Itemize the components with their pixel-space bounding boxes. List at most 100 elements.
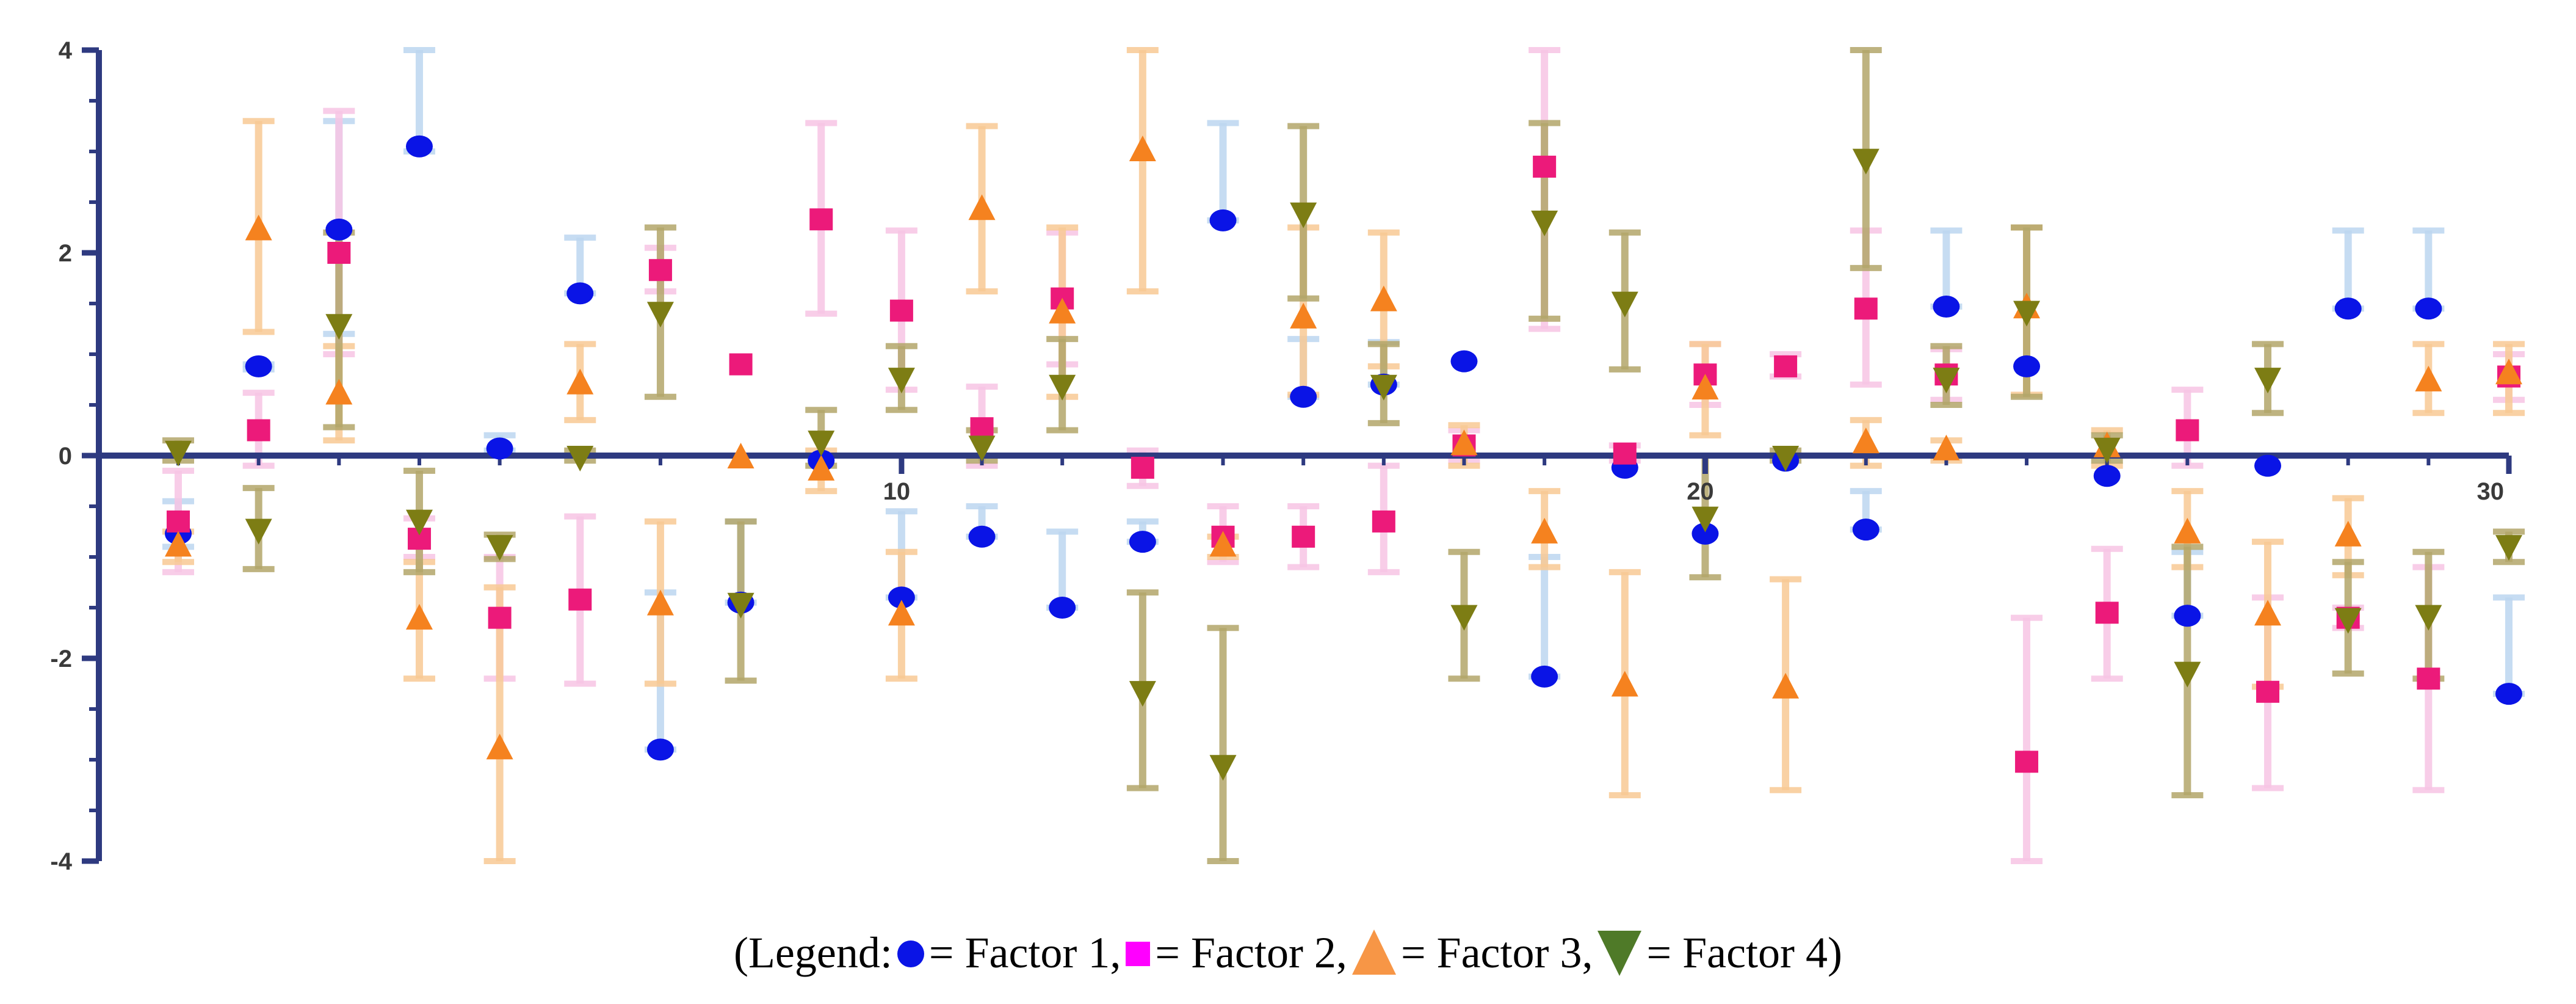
point-factor-3	[1370, 285, 1397, 311]
x-tick-label: 10	[883, 478, 911, 505]
point-factor-1	[968, 525, 996, 548]
point-factor-4	[1049, 374, 1076, 401]
point-factor-2	[2256, 680, 2280, 703]
legend-circle-icon	[897, 940, 924, 967]
point-factor-1	[1852, 518, 1880, 541]
point-factor-2	[2095, 602, 2119, 624]
point-factor-1	[486, 437, 513, 460]
point-factor-4	[1933, 368, 1960, 394]
point-factor-3	[325, 379, 353, 405]
y-tick-label: 4	[59, 37, 73, 64]
point-factor-3	[1691, 374, 1719, 400]
point-factor-4	[165, 440, 192, 467]
point-factor-2	[1613, 442, 1637, 465]
y-tick-label: -4	[50, 848, 72, 875]
point-factor-4	[2174, 661, 2201, 688]
point-factor-3	[1049, 297, 1076, 324]
tick-labels-layer: 420-2-410 20 30	[50, 37, 2504, 875]
point-factor-2	[970, 417, 994, 440]
point-factor-1	[1129, 531, 1156, 553]
legend-label-factor-3: = Factor 3,	[1400, 928, 1593, 977]
error-bar-factor-3	[483, 584, 516, 864]
point-factor-4	[1450, 605, 1478, 631]
point-factor-2	[2015, 751, 2039, 773]
point-factor-4	[405, 509, 433, 536]
point-factor-4	[2013, 300, 2041, 327]
point-factor-2	[247, 419, 270, 442]
legend-prefix: (Legend:	[733, 928, 892, 977]
error-bar-factor-1	[1207, 120, 1239, 224]
point-factor-4	[2415, 605, 2442, 631]
point-factor-2	[167, 510, 190, 533]
y-tick-label: 2	[59, 240, 72, 267]
point-factor-2	[2176, 419, 2199, 442]
point-factor-4	[245, 518, 272, 545]
x-tick-label: 20	[1687, 478, 1714, 505]
legend-triangle-down-icon	[1597, 931, 1642, 976]
point-factor-2	[889, 299, 913, 322]
point-factor-2	[729, 353, 753, 376]
y-tick-label: 0	[59, 443, 72, 470]
point-factor-2	[2417, 668, 2440, 690]
legend-triangle-up-icon	[1351, 929, 1396, 975]
markers-layer	[165, 135, 2522, 781]
point-factor-4	[646, 302, 674, 328]
point-factor-3	[2334, 520, 2362, 547]
point-factor-2	[1131, 456, 1154, 479]
point-factor-3	[2254, 600, 2282, 626]
error-bar-factor-1	[1930, 227, 1963, 310]
point-factor-3	[1290, 302, 1317, 329]
error-bar-factor-4	[1207, 625, 1239, 864]
point-factor-3	[1933, 434, 1960, 460]
y-tick-label: -2	[50, 646, 72, 672]
point-factor-2	[648, 259, 672, 282]
point-factor-2	[1774, 355, 1798, 377]
point-factor-1	[1691, 522, 1719, 545]
point-factor-3	[1209, 531, 1237, 557]
point-factor-1	[2415, 297, 2442, 320]
point-factor-2	[1292, 525, 1315, 548]
legend-square-icon	[1126, 942, 1151, 966]
point-factor-2	[1372, 510, 1395, 533]
point-factor-4	[486, 535, 513, 561]
x-tick-label: 30	[2477, 478, 2505, 505]
point-factor-3	[1772, 672, 1800, 699]
point-factor-1	[405, 135, 433, 158]
legend-label-factor-4: = Factor 4)	[1646, 928, 1843, 977]
point-factor-3	[486, 733, 513, 760]
error-bar-factor-1	[2412, 227, 2445, 312]
point-factor-1	[646, 738, 674, 761]
legend-label-factor-1: = Factor 1,	[928, 928, 1121, 977]
point-factor-2	[809, 208, 833, 231]
point-factor-1	[2334, 297, 2362, 320]
point-factor-3	[727, 442, 754, 468]
error-bar-factor-1	[2493, 594, 2525, 697]
point-factor-4	[1852, 148, 1880, 175]
point-factor-4	[566, 446, 594, 471]
point-factor-1	[1531, 665, 1558, 688]
point-factor-4	[1370, 374, 1397, 401]
point-factor-3	[2174, 517, 2201, 544]
point-factor-3	[808, 454, 835, 481]
error-bar-factor-2	[2011, 614, 2043, 864]
error-bar-factor-3	[1126, 47, 1159, 295]
point-factor-2	[1533, 155, 1557, 178]
point-factor-3	[968, 194, 996, 220]
point-factor-3	[888, 600, 915, 626]
point-factor-4	[1290, 202, 1317, 228]
point-factor-2	[327, 242, 351, 264]
factor-chart: 420-2-410 20 30	[50, 37, 2525, 875]
error-bar-factor-1	[2332, 227, 2364, 312]
error-bar-factor-1	[1046, 528, 1079, 611]
point-factor-4	[888, 368, 915, 394]
point-factor-3	[1852, 427, 1880, 454]
point-factor-4	[1611, 291, 1638, 318]
point-factor-3	[2495, 358, 2522, 385]
point-factor-4	[1691, 506, 1719, 533]
point-factor-1	[2254, 454, 2282, 477]
point-factor-1	[2013, 355, 2041, 377]
point-factor-1	[1049, 597, 1076, 619]
point-factor-4	[968, 435, 996, 462]
point-factor-3	[2415, 365, 2442, 391]
point-factor-2	[488, 606, 512, 629]
